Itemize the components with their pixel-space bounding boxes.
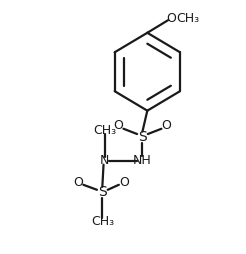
Text: S: S [138, 130, 147, 144]
Text: O: O [167, 12, 177, 25]
Text: O: O [161, 119, 171, 132]
Text: CH₃: CH₃ [93, 124, 116, 137]
Text: N: N [100, 154, 109, 167]
Text: O: O [73, 176, 83, 189]
Text: NH: NH [133, 154, 152, 167]
Text: S: S [98, 185, 107, 199]
Text: O: O [114, 119, 123, 132]
Text: O: O [119, 176, 129, 189]
Text: CH₃: CH₃ [91, 215, 114, 228]
Text: CH₃: CH₃ [176, 12, 199, 25]
